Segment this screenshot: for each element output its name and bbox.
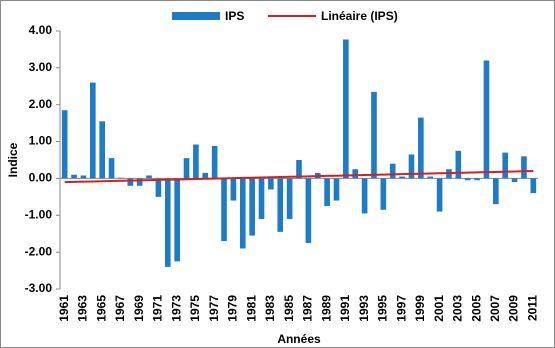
x-tick-label: 1999 <box>413 295 427 322</box>
bar <box>127 178 134 186</box>
bar <box>249 178 255 236</box>
bar <box>277 178 284 232</box>
bar <box>305 178 312 243</box>
bar <box>258 178 265 219</box>
x-tick-label: 1971 <box>151 295 165 322</box>
bar <box>324 178 330 207</box>
y-axis-label: Indice <box>6 142 20 177</box>
y-tick-label: -3.00 <box>25 281 53 295</box>
x-tick-label: 1987 <box>301 295 315 322</box>
bar <box>389 163 396 179</box>
x-tick-label: 1965 <box>94 295 108 322</box>
bar <box>71 174 77 179</box>
bar <box>183 158 190 179</box>
bar <box>202 172 209 179</box>
bar <box>521 156 527 179</box>
bar <box>408 154 415 179</box>
x-tick-label: 1979 <box>226 295 240 322</box>
bar <box>286 178 293 219</box>
bar <box>530 178 537 194</box>
x-tick-label: 2009 <box>507 295 521 322</box>
bar <box>118 177 124 179</box>
x-tick-label: 1989 <box>319 295 333 322</box>
bar <box>418 117 424 179</box>
bar <box>239 178 246 249</box>
bar <box>268 178 274 190</box>
bar <box>89 82 96 179</box>
y-tick-label: -2.00 <box>25 244 53 258</box>
x-tick-label: 2001 <box>432 295 446 322</box>
y-tick-label: 4.00 <box>29 23 53 37</box>
bar <box>455 150 462 179</box>
x-tick-label: 1973 <box>169 295 183 322</box>
bar <box>380 178 387 210</box>
bar <box>483 60 490 179</box>
y-tick-label: -1.00 <box>25 207 53 221</box>
y-tick-label: 3.00 <box>29 60 53 74</box>
bar <box>61 110 68 179</box>
bar <box>164 178 171 267</box>
bar <box>333 178 340 201</box>
bar <box>493 178 499 205</box>
x-tick-label: 1985 <box>282 295 296 322</box>
bar <box>230 178 237 201</box>
x-tick-label: 1983 <box>263 295 277 322</box>
bar <box>343 39 349 179</box>
x-tick-label: 2011 <box>525 295 539 321</box>
x-tick-label: 1961 <box>57 295 71 322</box>
x-tick-label: 2007 <box>488 295 502 322</box>
bar <box>436 178 443 212</box>
x-tick-label: 1997 <box>394 295 408 322</box>
bar <box>427 176 434 179</box>
x-tick-label: 1977 <box>207 295 221 322</box>
x-tick-label: 1993 <box>357 295 371 322</box>
bar <box>155 178 162 197</box>
legend-swatch <box>172 12 220 20</box>
bar <box>211 145 218 179</box>
bar <box>352 169 359 179</box>
legend-label: IPS <box>225 9 244 23</box>
bar <box>174 178 180 262</box>
x-tick-label: 1995 <box>376 295 390 322</box>
x-axis-label: Années <box>277 332 321 346</box>
bar <box>146 175 152 179</box>
bar <box>296 160 302 179</box>
x-tick-label: 1975 <box>188 295 202 322</box>
bar <box>193 144 199 179</box>
y-tick-label: 1.00 <box>29 134 53 148</box>
bar <box>502 152 509 179</box>
bar <box>99 121 105 179</box>
y-tick-label: 0.00 <box>29 171 53 185</box>
x-tick-label: 1967 <box>113 295 127 322</box>
x-tick-label: 1991 <box>338 295 352 322</box>
x-tick-label: 1981 <box>244 295 258 322</box>
y-tick-label: 2.00 <box>29 97 53 111</box>
bar <box>399 176 405 179</box>
bar <box>108 158 115 179</box>
x-tick-label: 1963 <box>76 295 90 322</box>
x-tick-label: 2005 <box>469 295 483 322</box>
bar <box>474 178 480 181</box>
x-tick-label: 2003 <box>451 295 465 322</box>
bar <box>371 91 377 179</box>
x-tick-label: 1969 <box>132 295 146 322</box>
bar <box>464 178 471 181</box>
trend-line <box>64 170 534 184</box>
bar <box>221 178 227 242</box>
bar <box>136 178 143 186</box>
bar <box>361 178 368 214</box>
legend-label: Linéaire (IPS) <box>321 9 398 23</box>
bar <box>80 175 87 179</box>
bar <box>511 178 518 183</box>
